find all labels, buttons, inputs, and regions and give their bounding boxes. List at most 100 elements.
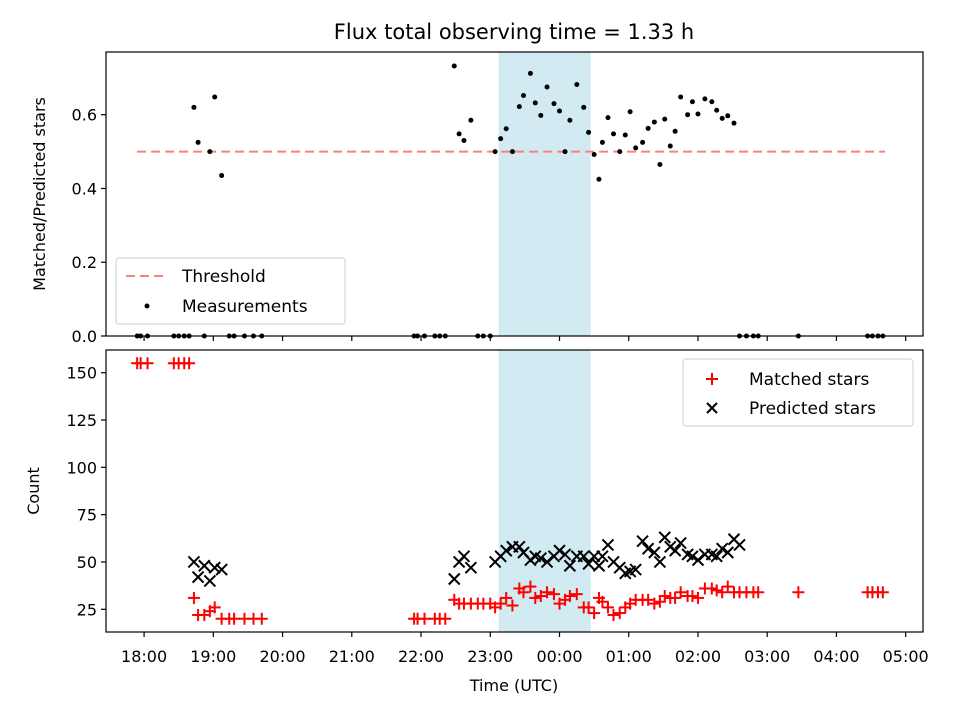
bottom-panel: 25 50 75 100 125 150 18:00 19:00 20:00 21:00 22:0… — [24, 349, 929, 695]
x-tick-label: 00:00 — [536, 647, 582, 666]
y-tick-label: 0.6 — [72, 106, 97, 125]
matched-star-point — [792, 586, 805, 599]
matched-star-point — [876, 586, 889, 599]
predicted-star-point — [596, 550, 609, 563]
y-tick-label: 0.2 — [72, 253, 97, 272]
measurement-point — [212, 94, 218, 100]
measurement-point — [672, 128, 678, 134]
matched-star-point — [607, 608, 620, 621]
measurement-point — [591, 152, 597, 158]
top-y-ticks: 0.0 0.2 0.4 0.6 — [72, 106, 106, 346]
matched-star-point — [691, 591, 704, 604]
measurement-point — [562, 149, 568, 155]
measurement-point — [719, 115, 725, 121]
measurement-point — [605, 115, 611, 121]
matched-star-point — [500, 591, 513, 604]
measurement-point — [574, 81, 580, 87]
matched-star-point — [669, 591, 682, 604]
predicted-star-point — [601, 538, 615, 552]
measurement-point — [702, 96, 708, 102]
measurement-point — [509, 149, 515, 155]
x-tick-label: 20:00 — [260, 647, 306, 666]
top-y-axis-label: Matched/Predicted stars — [30, 97, 49, 291]
bottom-axes-frame — [105, 349, 924, 633]
bottom-legend: Matched stars Predicted stars — [682, 358, 914, 427]
bottom-x-ticks: 18:00 19:00 20:00 21:00 22:00 23:00 00:00 01:00… — [121, 632, 929, 666]
measurement-point — [662, 116, 668, 122]
matched-star-point — [183, 357, 196, 370]
legend-measurements-label: Measurements — [182, 297, 308, 317]
predicted-star-point — [733, 538, 746, 552]
matched-star-point — [439, 612, 452, 625]
measurement-point — [581, 104, 587, 110]
matched-star-point — [255, 612, 268, 625]
measurement-point — [714, 107, 720, 113]
measurement-point — [651, 119, 657, 125]
bottom-y-ticks: 25 50 75 100 125 150 — [66, 364, 106, 619]
measurement-point — [695, 111, 701, 117]
matched-star-point — [524, 580, 537, 593]
y-tick-label: 100 — [66, 458, 97, 477]
matched-star-point — [187, 591, 200, 604]
measurement-point — [596, 176, 602, 182]
predicted-star-point — [686, 550, 699, 563]
matched-star-point — [582, 601, 595, 614]
matched-star-point — [686, 590, 699, 603]
y-tick-label: 25 — [77, 600, 97, 619]
matched-star-point — [517, 586, 530, 599]
legend-matched-label: Matched stars — [749, 370, 869, 390]
matched-star-point — [642, 593, 655, 606]
chart-title: Flux total observing time = 1.33 h — [334, 20, 694, 44]
matched-star-point — [570, 588, 583, 601]
predicted-star-point — [653, 555, 667, 569]
matched-star-point — [601, 601, 614, 614]
measurement-point — [461, 138, 467, 144]
measurement-point — [538, 112, 544, 118]
y-tick-label: 0.4 — [72, 179, 97, 198]
top-axes-frame — [105, 51, 924, 337]
matched-star-point — [658, 590, 671, 603]
bottom-y-axis-label: Count — [24, 467, 43, 515]
measurement-point — [611, 131, 617, 137]
measurement-points — [134, 63, 886, 339]
predicted-star-point — [215, 563, 228, 576]
predicted-star-point — [457, 550, 471, 563]
measurement-point — [599, 139, 605, 145]
x-tick-label: 18:00 — [121, 647, 167, 666]
observing-span-top — [498, 52, 591, 336]
x-tick-label: 04:00 — [813, 647, 859, 666]
measurement-point — [503, 126, 509, 132]
predicted-star-point — [191, 570, 205, 584]
measurement-point — [640, 139, 646, 145]
measurement-point — [731, 120, 737, 126]
predicted-star-point — [448, 572, 461, 586]
predicted-star-point — [203, 574, 217, 588]
measurement-point — [678, 94, 684, 100]
top-panel: 0.0 0.2 0.4 0.6 Matched/Predicted stars Thr… — [30, 51, 924, 346]
matched-star-point — [494, 597, 507, 610]
measurement-point — [451, 63, 457, 69]
measurement-point — [567, 117, 573, 123]
y-tick-label: 50 — [77, 553, 97, 572]
y-tick-label: 0.0 — [72, 327, 97, 346]
predicted-star-point — [499, 544, 513, 557]
measurement-point — [532, 100, 538, 106]
measurement-point — [689, 99, 695, 105]
matched-star-point — [228, 612, 241, 625]
x-tick-label: 19:00 — [190, 647, 236, 666]
measurement-point — [725, 113, 731, 119]
measurement-point — [633, 145, 639, 151]
matched-star-point — [596, 595, 609, 608]
y-tick-label: 75 — [77, 506, 97, 525]
matched-star-point — [721, 580, 734, 593]
measurement-point — [586, 129, 592, 135]
measurement-point — [219, 173, 225, 179]
predicted-star-point — [674, 536, 687, 550]
matched-star-point — [208, 601, 221, 614]
predicted-star-point — [716, 542, 729, 555]
x-tick-label: 01:00 — [606, 647, 652, 666]
measurement-point — [645, 125, 651, 131]
matched-star-point — [648, 597, 661, 610]
observing-span-bottom — [498, 350, 591, 632]
measurement-point — [627, 109, 633, 115]
